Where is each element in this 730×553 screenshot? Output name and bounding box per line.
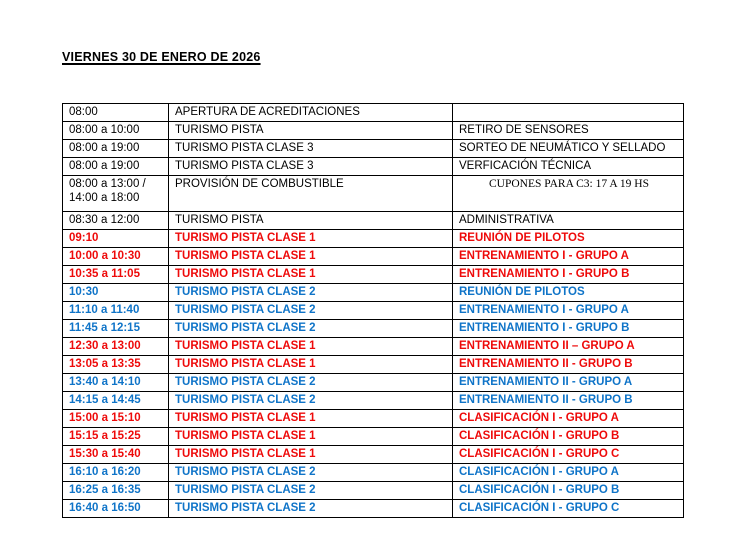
time-cell: 08:00 a 13:00 / 14:00 a 18:00 [62, 175, 169, 212]
time-cell: 12:30 a 13:00 [62, 337, 169, 356]
table-row: 10:35 a 11:05 TURISMO PISTA CLASE 1 ENTR… [62, 265, 684, 284]
table-row: 08:00 a 19:00 TURISMO PISTA CLASE 3 SORT… [62, 139, 684, 158]
event-cell: TURISMO PISTA CLASE 1 [168, 247, 453, 266]
time-cell: 09:10 [62, 229, 169, 248]
time-cell: 10:30 [62, 283, 169, 302]
event-cell: TURISMO PISTA CLASE 2 [168, 391, 453, 410]
event-cell: TURISMO PISTA [168, 121, 453, 140]
time-cell: 16:25 a 16:35 [62, 481, 169, 500]
detail-cell: CLASIFICACIÓN I - GRUPO B [452, 427, 684, 446]
table-row: 13:05 a 13:35 TURISMO PISTA CLASE 1 ENTR… [62, 355, 684, 374]
detail-cell: VERFICACIÓN TÉCNICA [452, 157, 684, 176]
table-row: 11:10 a 11:40 TURISMO PISTA CLASE 2 ENTR… [62, 301, 684, 320]
time-cell: 08:00 [62, 103, 169, 122]
table-row: 15:30 a 15:40 TURISMO PISTA CLASE 1 CLAS… [62, 445, 684, 464]
detail-cell: REUNIÓN DE PILOTOS [452, 229, 684, 248]
event-cell: PROVISIÓN DE COMBUSTIBLE [168, 175, 453, 212]
table-row: 15:00 a 15:10 TURISMO PISTA CLASE 1 CLAS… [62, 409, 684, 428]
time-cell: 15:15 a 15:25 [62, 427, 169, 446]
detail-cell: CUPONES PARA C3: 17 A 19 HS [452, 175, 684, 212]
event-cell: TURISMO PISTA CLASE 1 [168, 355, 453, 374]
schedule-table: 08:00 APERTURA DE ACREDITACIONES 08:00 a… [62, 103, 684, 518]
table-row: 10:30 TURISMO PISTA CLASE 2 REUNIÓN DE P… [62, 283, 684, 302]
table-row: 13:40 a 14:10 TURISMO PISTA CLASE 2 ENTR… [62, 373, 684, 392]
time-cell: 13:05 a 13:35 [62, 355, 169, 374]
time-cell: 08:00 a 19:00 [62, 139, 169, 158]
table-row: 16:25 a 16:35 TURISMO PISTA CLASE 2 CLAS… [62, 481, 684, 500]
time-cell: 10:35 a 11:05 [62, 265, 169, 284]
table-row: 16:40 a 16:50 TURISMO PISTA CLASE 2 CLAS… [62, 499, 684, 518]
event-cell: TURISMO PISTA CLASE 1 [168, 445, 453, 464]
detail-cell: CLASIFICACIÓN I - GRUPO C [452, 445, 684, 464]
time-cell: 16:40 a 16:50 [62, 499, 169, 518]
table-row: 15:15 a 15:25 TURISMO PISTA CLASE 1 CLAS… [62, 427, 684, 446]
detail-cell: CLASIFICACIÓN I - GRUPO C [452, 499, 684, 518]
event-cell: TURISMO PISTA CLASE 2 [168, 463, 453, 482]
event-cell: TURISMO PISTA CLASE 1 [168, 337, 453, 356]
event-cell: TURISMO PISTA [168, 211, 453, 230]
event-cell: TURISMO PISTA CLASE 3 [168, 157, 453, 176]
event-cell: TURISMO PISTA CLASE 2 [168, 301, 453, 320]
time-cell: 16:10 a 16:20 [62, 463, 169, 482]
event-cell: TURISMO PISTA CLASE 2 [168, 499, 453, 518]
time-cell: 15:00 a 15:10 [62, 409, 169, 428]
table-row: 08:00 APERTURA DE ACREDITACIONES [62, 103, 684, 122]
table-row: 11:45 a 12:15 TURISMO PISTA CLASE 2 ENTR… [62, 319, 684, 338]
time-cell: 15:30 a 15:40 [62, 445, 169, 464]
table-row: 09:10 TURISMO PISTA CLASE 1 REUNIÓN DE P… [62, 229, 684, 248]
detail-cell: REUNIÓN DE PILOTOS [452, 283, 684, 302]
detail-cell: ENTRENAMIENTO II - GRUPO A [452, 373, 684, 392]
schedule-table-body: 08:00 APERTURA DE ACREDITACIONES 08:00 a… [62, 103, 684, 518]
detail-cell [452, 103, 684, 122]
detail-cell: ENTRENAMIENTO II - GRUPO B [452, 355, 684, 374]
event-cell: TURISMO PISTA CLASE 2 [168, 283, 453, 302]
time-cell: 08:30 a 12:00 [62, 211, 169, 230]
detail-cell: RETIRO DE SENSORES [452, 121, 684, 140]
table-row: 16:10 a 16:20 TURISMO PISTA CLASE 2 CLAS… [62, 463, 684, 482]
time-cell: 08:00 a 10:00 [62, 121, 169, 140]
time-cell: 11:45 a 12:15 [62, 319, 169, 338]
table-row: 08:00 a 13:00 / 14:00 a 18:00 PROVISIÓN … [62, 175, 684, 212]
event-cell: TURISMO PISTA CLASE 3 [168, 139, 453, 158]
detail-cell: CLASIFICACIÓN I - GRUPO A [452, 409, 684, 428]
event-cell: TURISMO PISTA CLASE 1 [168, 409, 453, 428]
time-cell: 10:00 a 10:30 [62, 247, 169, 266]
table-row: 10:00 a 10:30 TURISMO PISTA CLASE 1 ENTR… [62, 247, 684, 266]
table-row: 08:00 a 10:00 TURISMO PISTA RETIRO DE SE… [62, 121, 684, 140]
detail-cell: ENTRENAMIENTO I - GRUPO A [452, 247, 684, 266]
detail-cell: ENTRENAMIENTO II – GRUPO A [452, 337, 684, 356]
detail-cell: ENTRENAMIENTO II - GRUPO B [452, 391, 684, 410]
time-cell: 13:40 a 14:10 [62, 373, 169, 392]
detail-cell: ENTRENAMIENTO I - GRUPO B [452, 265, 684, 284]
event-cell: TURISMO PISTA CLASE 2 [168, 373, 453, 392]
time-cell: 08:00 a 19:00 [62, 157, 169, 176]
detail-cell: ENTRENAMIENTO I - GRUPO A [452, 301, 684, 320]
table-row: 08:00 a 19:00 TURISMO PISTA CLASE 3 VERF… [62, 157, 684, 176]
time-cell: 14:15 a 14:45 [62, 391, 169, 410]
event-cell: TURISMO PISTA CLASE 2 [168, 481, 453, 500]
event-cell: APERTURA DE ACREDITACIONES [168, 103, 453, 122]
detail-cell: ADMINISTRATIVA [452, 211, 684, 230]
detail-cell: SORTEO DE NEUMÁTICO Y SELLADO [452, 139, 684, 158]
table-row: 08:30 a 12:00 TURISMO PISTA ADMINISTRATI… [62, 211, 684, 230]
event-cell: TURISMO PISTA CLASE 1 [168, 427, 453, 446]
event-cell: TURISMO PISTA CLASE 1 [168, 265, 453, 284]
table-row: 14:15 a 14:45 TURISMO PISTA CLASE 2 ENTR… [62, 391, 684, 410]
event-cell: TURISMO PISTA CLASE 1 [168, 229, 453, 248]
detail-cell: CLASIFICACIÓN I - GRUPO B [452, 481, 684, 500]
time-cell: 11:10 a 11:40 [62, 301, 169, 320]
event-cell: TURISMO PISTA CLASE 2 [168, 319, 453, 338]
page-title: VIERNES 30 DE ENERO DE 2026 [62, 50, 261, 64]
table-row: 12:30 a 13:00 TURISMO PISTA CLASE 1 ENTR… [62, 337, 684, 356]
detail-cell: CLASIFICACIÓN I - GRUPO A [452, 463, 684, 482]
detail-cell: ENTRENAMIENTO I - GRUPO B [452, 319, 684, 338]
